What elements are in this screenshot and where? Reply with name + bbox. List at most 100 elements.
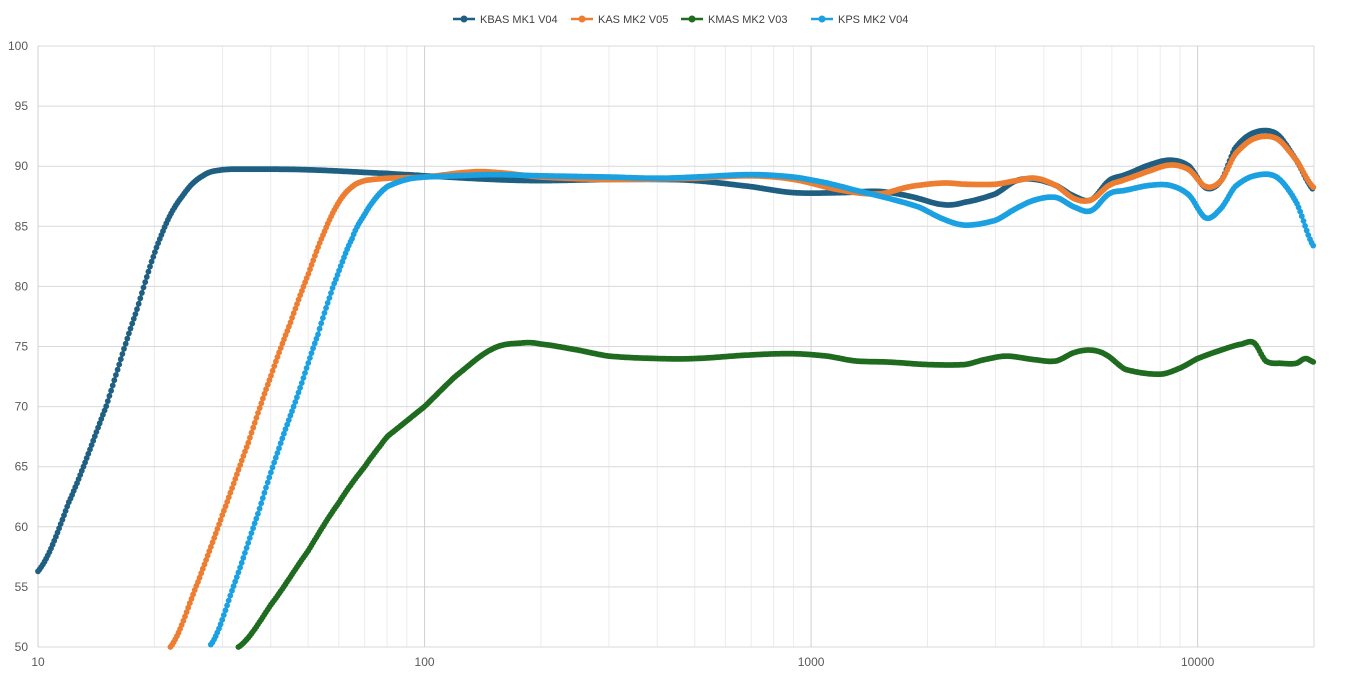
x-axis-tick-labels: 10 100 1000 10000 bbox=[31, 655, 1214, 669]
data-point bbox=[261, 489, 268, 496]
data-point bbox=[106, 393, 113, 399]
data-point bbox=[135, 300, 142, 307]
data-point bbox=[217, 621, 224, 628]
data-point bbox=[266, 474, 273, 481]
data-point bbox=[235, 569, 242, 576]
data-point bbox=[217, 516, 224, 523]
data-point bbox=[238, 457, 245, 464]
data-point bbox=[310, 345, 316, 352]
data-point bbox=[224, 498, 231, 505]
y-tick-label: 50 bbox=[15, 640, 29, 654]
data-point bbox=[242, 448, 248, 455]
y-tick-label: 85 bbox=[15, 219, 29, 233]
data-point bbox=[140, 284, 147, 291]
data-point bbox=[276, 349, 282, 356]
data-point bbox=[113, 372, 119, 378]
data-point bbox=[324, 300, 331, 306]
data-point bbox=[261, 390, 268, 397]
data-point bbox=[145, 268, 152, 275]
legend-swatch-marker bbox=[460, 15, 468, 23]
data-point bbox=[271, 363, 278, 369]
data-point bbox=[297, 384, 303, 391]
data-point bbox=[182, 613, 188, 620]
data-point bbox=[307, 355, 313, 361]
data-point bbox=[263, 484, 269, 491]
data-point bbox=[253, 414, 260, 421]
x-tick-label: 1000 bbox=[798, 655, 825, 669]
data-point bbox=[311, 340, 318, 347]
data-point bbox=[1302, 223, 1308, 229]
data-point bbox=[247, 434, 253, 441]
data-point bbox=[221, 507, 227, 514]
data-point bbox=[122, 340, 129, 347]
data-point bbox=[326, 295, 333, 301]
data-point bbox=[114, 366, 121, 373]
legend-swatch-marker bbox=[578, 15, 586, 23]
data-point bbox=[214, 526, 221, 532]
data-point bbox=[305, 360, 312, 366]
data-point bbox=[303, 365, 310, 371]
data-point bbox=[124, 335, 131, 342]
data-point bbox=[321, 310, 328, 316]
data-point bbox=[263, 386, 269, 393]
data-point bbox=[233, 574, 240, 580]
data-point bbox=[222, 503, 229, 510]
data-point bbox=[287, 412, 294, 419]
data-point bbox=[308, 261, 315, 268]
data-point bbox=[88, 442, 95, 448]
data-point bbox=[238, 559, 245, 566]
data-point bbox=[227, 489, 234, 496]
data-point bbox=[225, 494, 232, 501]
data-point bbox=[245, 540, 252, 546]
data-point bbox=[237, 462, 244, 468]
data-point bbox=[250, 424, 257, 431]
data-point bbox=[298, 380, 305, 386]
data-point bbox=[142, 279, 149, 285]
data-point bbox=[269, 367, 276, 374]
data-point bbox=[186, 600, 193, 607]
data-point bbox=[201, 561, 208, 568]
data-point bbox=[1310, 359, 1317, 365]
data-point bbox=[268, 469, 274, 476]
data-point bbox=[219, 512, 226, 518]
data-point bbox=[203, 557, 210, 563]
data-point bbox=[300, 375, 307, 381]
data-point bbox=[129, 320, 136, 327]
data-point bbox=[313, 335, 320, 342]
data-point bbox=[289, 314, 295, 321]
series-layer bbox=[35, 127, 1317, 650]
legend-item: KMAS MK2 V03 bbox=[681, 14, 787, 26]
data-point bbox=[323, 305, 329, 311]
data-point bbox=[294, 301, 300, 307]
data-point bbox=[232, 476, 239, 482]
data-point bbox=[1310, 184, 1317, 191]
data-point bbox=[302, 370, 308, 376]
data-point bbox=[268, 372, 274, 379]
data-point bbox=[143, 274, 150, 280]
x-tick-label: 100 bbox=[415, 655, 435, 669]
data-point bbox=[93, 429, 100, 435]
data-point bbox=[108, 387, 114, 394]
data-point bbox=[307, 266, 313, 273]
data-point bbox=[274, 450, 281, 456]
data-point bbox=[264, 381, 271, 388]
y-tick-label: 100 bbox=[8, 39, 28, 53]
data-point bbox=[220, 612, 227, 618]
data-point bbox=[152, 249, 158, 256]
data-point bbox=[269, 464, 276, 471]
x-tick-label: 10000 bbox=[1181, 655, 1215, 669]
data-point bbox=[121, 345, 127, 352]
data-point bbox=[204, 552, 211, 559]
data-point bbox=[127, 325, 134, 332]
y-tick-label: 90 bbox=[15, 159, 29, 173]
y-tick-label: 75 bbox=[15, 340, 29, 354]
data-point bbox=[116, 361, 123, 368]
data-point bbox=[290, 403, 297, 410]
data-point bbox=[232, 578, 239, 585]
data-point bbox=[139, 290, 145, 296]
data-point bbox=[137, 295, 144, 302]
data-point bbox=[292, 399, 299, 405]
data-point bbox=[229, 485, 236, 491]
data-point bbox=[111, 377, 118, 384]
data-point bbox=[292, 305, 299, 312]
